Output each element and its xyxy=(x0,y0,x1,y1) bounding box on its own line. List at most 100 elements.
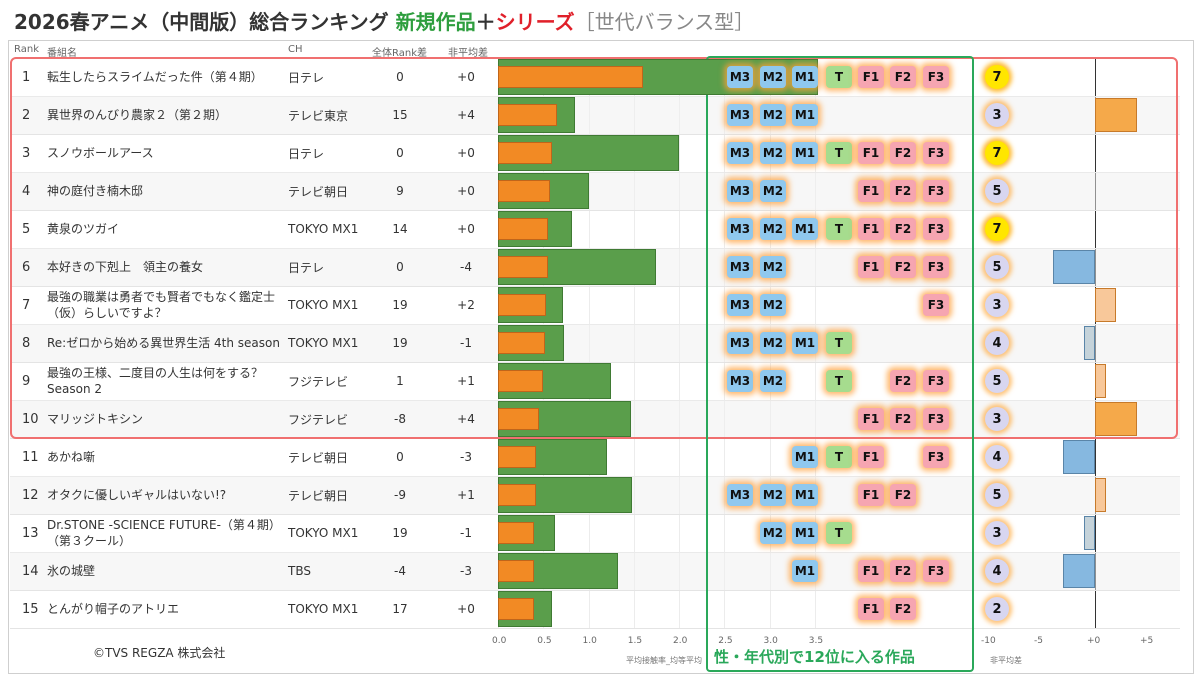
orange-bar xyxy=(498,256,548,278)
gap-cell: +1 xyxy=(457,488,475,502)
gap-bar xyxy=(1095,478,1106,512)
rank-diff-cell: -4 xyxy=(394,564,406,578)
rank-diff-cell: 19 xyxy=(392,298,408,312)
segment-tag-f3: F3 xyxy=(923,446,949,468)
rank-cell: 3 xyxy=(22,145,31,161)
x-tick-label: 0.0 xyxy=(492,636,507,646)
gap-tick-label: +5 xyxy=(1140,636,1154,646)
rank-diff-cell: -9 xyxy=(394,488,406,502)
gap-tick-label: +0 xyxy=(1087,636,1101,646)
segment-tag-f1: F1 xyxy=(858,218,884,240)
title-cell: マリッジトキシン xyxy=(47,412,144,426)
segment-tag-f3: F3 xyxy=(923,408,949,430)
rank-cell: 14 xyxy=(22,563,39,579)
rank-cell: 1 xyxy=(22,69,31,85)
orange-bar xyxy=(498,484,536,506)
segment-tag-m3: M3 xyxy=(727,370,753,392)
segment-tag-m1: M1 xyxy=(792,66,818,88)
orange-bar xyxy=(498,332,546,354)
title-plus: ＋ xyxy=(475,10,496,34)
header-channel: CH xyxy=(288,44,303,55)
gap-bar xyxy=(1084,516,1095,550)
rank-diff-cell: 19 xyxy=(392,526,408,540)
rank-cell: 11 xyxy=(22,449,39,465)
rank-diff-cell: 19 xyxy=(392,336,408,350)
page-title: 2026春アニメ（中間版）総合ランキング 新規作品＋シリーズ［世代バランス型］ xyxy=(14,6,754,35)
segment-count-badge: 7 xyxy=(985,217,1009,241)
segment-tag-t: T xyxy=(826,218,852,240)
rank-diff-cell: 9 xyxy=(396,184,404,198)
segment-tag-f3: F3 xyxy=(923,66,949,88)
segment-tag-t: T xyxy=(826,142,852,164)
segment-count-badge: 5 xyxy=(985,369,1009,393)
channel-cell: テレビ朝日 xyxy=(288,488,349,503)
title-suffix: ［世代バランス型］ xyxy=(574,10,755,34)
copyright: ©TVS REGZA 株式会社 xyxy=(93,646,226,660)
x-axis-label: 平均接触率_均等平均 xyxy=(626,656,702,665)
x-tick-label: 1.0 xyxy=(582,636,597,646)
segment-tag-m1: M1 xyxy=(792,142,818,164)
rank-cell: 2 xyxy=(22,107,31,123)
title-cell: 黄泉のツガイ xyxy=(47,222,120,236)
segment-tag-f3: F3 xyxy=(923,142,949,164)
segment-tag-f2: F2 xyxy=(890,598,916,620)
gap-bar xyxy=(1095,402,1138,436)
orange-bar xyxy=(498,142,553,164)
segment-tag-m2: M2 xyxy=(760,142,786,164)
x-tick-label: 0.5 xyxy=(537,636,552,646)
gap-cell: +0 xyxy=(457,70,475,84)
segment-tag-t: T xyxy=(826,370,852,392)
gap-bar xyxy=(1095,288,1117,322)
segment-tag-m2: M2 xyxy=(760,522,786,544)
segment-tag-m1: M1 xyxy=(792,332,818,354)
rank-cell: 10 xyxy=(22,411,39,427)
segment-tag-m3: M3 xyxy=(727,218,753,240)
x-tick-label: 3.5 xyxy=(808,636,824,646)
channel-cell: テレビ朝日 xyxy=(288,450,349,465)
channel-cell: 日テレ xyxy=(288,70,325,85)
rank-cell: 15 xyxy=(22,601,39,617)
gap-cell: +4 xyxy=(457,412,475,426)
channel-cell: TOKYO MX1 xyxy=(288,222,359,236)
title-cell: 最強の職業は勇者でも賢者でもなく鑑定士（仮）らしいですよ？ xyxy=(47,290,276,320)
segment-count-badge: 4 xyxy=(985,559,1009,583)
gap-cell: -3 xyxy=(460,564,472,578)
segment-tag-f3: F3 xyxy=(923,180,949,202)
header-gap-avg: 非平均差 xyxy=(448,48,488,59)
rank-diff-cell: 15 xyxy=(392,108,408,122)
title-cell: 本好きの下剋上 領主の養女 xyxy=(47,260,204,274)
gap-bar xyxy=(1095,98,1138,132)
segment-count-badge: 5 xyxy=(985,483,1009,507)
segment-tag-m2: M2 xyxy=(760,218,786,240)
x-tick-label: 2.0 xyxy=(673,636,688,646)
segment-tag-m2: M2 xyxy=(760,332,786,354)
orange-bar xyxy=(498,104,557,126)
gap-bar xyxy=(1052,250,1095,284)
x-tick-label: 2.5 xyxy=(718,636,733,646)
segment-count-badge: 7 xyxy=(985,65,1009,89)
channel-cell: フジテレビ xyxy=(288,412,349,427)
table-row: 15 とんがり帽子のアトリエ TOKYO MX1 17 +0 xyxy=(10,590,1180,629)
segment-tag-m3: M3 xyxy=(727,104,753,126)
orange-bar xyxy=(498,370,544,392)
gap-axis-label: 非平均差 xyxy=(990,656,1022,665)
segment-tag-m3: M3 xyxy=(727,180,753,202)
segment-tag-m1: M1 xyxy=(792,522,818,544)
gap-bar xyxy=(1063,440,1095,474)
segment-tag-m1: M1 xyxy=(792,218,818,240)
segment-tag-m1: M1 xyxy=(792,560,818,582)
rank-diff-cell: 0 xyxy=(396,450,404,464)
segment-tag-m3: M3 xyxy=(727,142,753,164)
title-series-label: シリーズ xyxy=(495,10,575,34)
gap-cell: +0 xyxy=(457,146,475,160)
segment-tag-m2: M2 xyxy=(760,256,786,278)
segment-tag-f2: F2 xyxy=(890,370,916,392)
segment-tag-f1: F1 xyxy=(858,446,884,468)
orange-bar xyxy=(498,598,535,620)
segment-tag-f3: F3 xyxy=(923,370,949,392)
title-cell: スノウボールアース xyxy=(47,146,154,160)
gap-bar xyxy=(1084,326,1095,360)
channel-cell: 日テレ xyxy=(288,146,325,161)
gap-tick-label: -5 xyxy=(1034,636,1043,646)
segment-tag-f2: F2 xyxy=(890,66,916,88)
